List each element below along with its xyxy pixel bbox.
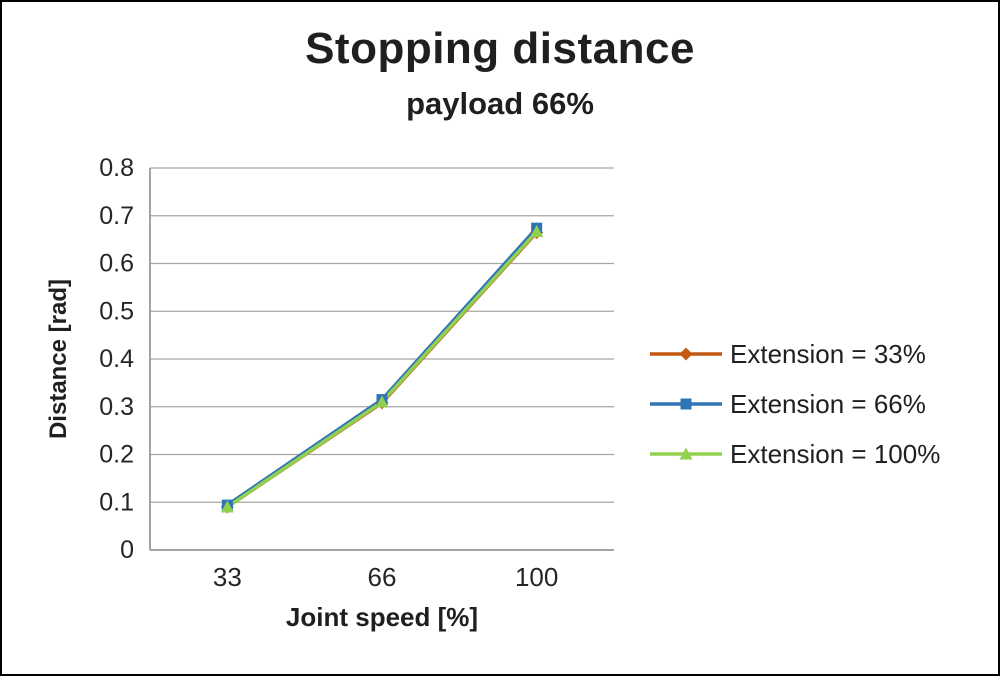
y-tick-label: 0.4 <box>99 345 134 373</box>
legend-label: Extension = 33% <box>730 338 926 369</box>
legend-marker <box>679 447 693 460</box>
x-tick-label: 66 <box>368 562 397 592</box>
series-line-square <box>225 226 539 507</box>
y-tick-label: 0.5 <box>99 297 134 325</box>
x-axis-title: Joint speed [%] <box>285 602 479 632</box>
series-marker-triangle <box>530 225 544 238</box>
legend-item: Extension = 100% <box>650 438 940 470</box>
series-marker-triangle <box>220 500 234 513</box>
y-tick-label: 0.8 <box>99 154 134 182</box>
legend-diamond-icon <box>650 347 722 361</box>
y-tick-label: 0.3 <box>99 393 134 421</box>
series-line-triangle <box>225 229 539 509</box>
legend-square-icon <box>650 398 722 410</box>
x-tick-label: 100 <box>515 562 558 592</box>
legend-marker <box>680 398 692 410</box>
y-tick-label: 0.1 <box>99 488 134 516</box>
legend-triangle-icon <box>650 447 722 460</box>
x-tick-label: 33 <box>213 562 242 592</box>
legend-label: Extension = 66% <box>730 388 926 419</box>
y-axis-title: Distance [rad] <box>45 278 72 440</box>
y-tick-label: 0.6 <box>99 250 134 278</box>
legend-marker <box>679 347 693 361</box>
legend-item: Extension = 66% <box>650 388 940 420</box>
series-line-diamond <box>225 230 539 509</box>
chart-subtitle: payload 66% <box>406 86 594 121</box>
legend-item: Extension = 33% <box>650 338 940 370</box>
y-tick-label: 0.2 <box>99 441 134 469</box>
series-marker-triangle <box>375 395 389 408</box>
legend: Extension = 33% Extension = 66% Extension … <box>650 338 940 470</box>
legend-label: Extension = 100% <box>730 438 941 469</box>
y-tick-label: 0 <box>120 536 134 564</box>
chart-title: Stopping distance <box>305 24 695 73</box>
y-tick-label: 0.7 <box>99 202 134 230</box>
